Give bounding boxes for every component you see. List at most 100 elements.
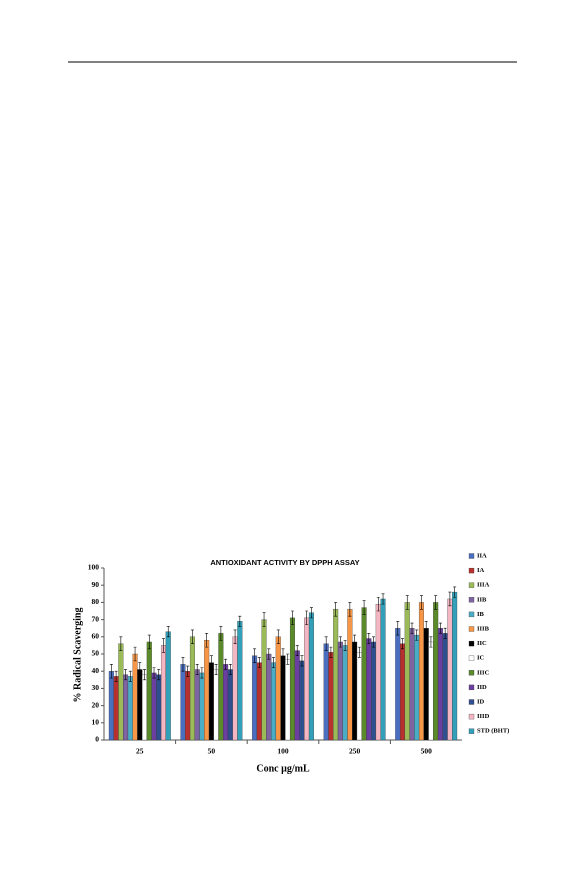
y-tick-label: 0 (95, 735, 99, 744)
error-bar (238, 615, 242, 627)
error-bar (329, 646, 333, 658)
y-tick-label: 10 (92, 718, 100, 727)
error-bar (143, 669, 147, 681)
error-bar (334, 602, 338, 617)
error-bar (267, 648, 271, 660)
bar (423, 628, 429, 741)
error-bar (338, 636, 342, 648)
error-bar (224, 658, 228, 670)
error-bar (410, 622, 414, 634)
bar (146, 641, 152, 741)
legend-swatch (468, 713, 475, 720)
bar (252, 655, 258, 741)
error-bar (124, 669, 128, 681)
error-bar (233, 629, 237, 644)
bar (361, 607, 367, 741)
bar (433, 602, 439, 741)
bar (123, 674, 129, 741)
bar (185, 671, 191, 741)
bar (418, 602, 424, 741)
legend-swatch (468, 611, 475, 618)
bar (347, 609, 353, 741)
bar (256, 662, 262, 741)
bar (137, 669, 143, 741)
bar (437, 628, 443, 741)
x-tick-label: 25 (136, 747, 144, 756)
legend-label: ID (477, 698, 485, 705)
error-bar (290, 610, 294, 626)
legend-label: IIC (477, 640, 487, 647)
bar (299, 660, 305, 741)
bar (366, 638, 372, 741)
legend-swatch (468, 626, 475, 632)
error-bar (376, 596, 380, 612)
error-bar (147, 634, 151, 650)
bar (356, 652, 362, 741)
legend-swatch (468, 640, 475, 647)
error-bar (438, 622, 442, 634)
error-bar (253, 648, 257, 663)
bar (151, 672, 157, 741)
legend-label: IC (477, 655, 485, 662)
legend-label: IA (477, 567, 485, 574)
error-bar (324, 636, 328, 651)
error-bar (424, 621, 428, 636)
chart-title: ANTIOXIDANT ACTIVITY BY DPPH ASSAY (210, 558, 359, 567)
legend-swatch (468, 684, 475, 691)
error-bar (128, 670, 132, 682)
error-bar (186, 665, 190, 677)
error-bar (405, 595, 409, 610)
legend-label: IIIC (477, 669, 490, 676)
error-bar (443, 627, 447, 639)
x-tick-label: 50 (208, 747, 216, 756)
legend-swatch (468, 670, 475, 676)
error-bar (133, 646, 137, 662)
error-bar (214, 664, 218, 675)
y-tick-label: 40 (92, 666, 100, 675)
error-bar (448, 591, 452, 607)
bar (266, 653, 272, 741)
bar (127, 676, 133, 741)
legend-label: IIIA (477, 582, 490, 589)
bar (289, 617, 295, 741)
bar (160, 645, 167, 741)
bar (323, 643, 329, 741)
legend-label: IIA (477, 552, 487, 559)
error-bar (295, 645, 299, 657)
bar (380, 598, 386, 741)
legend-swatch (468, 597, 475, 603)
bar (118, 643, 124, 741)
error-bar (362, 600, 366, 615)
error-bar (219, 626, 223, 641)
bar (132, 653, 138, 741)
error-bar (161, 638, 165, 653)
error-bar (257, 657, 261, 669)
bar (399, 643, 406, 741)
y-tick-label: 90 (92, 580, 100, 589)
error-bar (228, 664, 232, 675)
error-bar (367, 633, 371, 644)
error-bar (453, 586, 457, 598)
error-bar (262, 612, 266, 627)
bar (285, 659, 291, 741)
bar (342, 645, 348, 741)
error-bar (157, 669, 161, 681)
bar (208, 662, 214, 741)
bar (218, 633, 224, 741)
bar (108, 671, 114, 741)
bar (375, 603, 381, 741)
legend-label: IB (477, 611, 485, 618)
bar (204, 640, 210, 741)
bar (189, 636, 195, 741)
bar (223, 664, 229, 741)
bar (113, 676, 119, 741)
error-bar (109, 664, 113, 679)
error-bar (348, 602, 352, 617)
bar (337, 641, 343, 741)
bar (442, 633, 448, 741)
bar (232, 636, 238, 741)
bar (428, 641, 434, 741)
y-axis-label: % Radical Scaverging (72, 608, 83, 703)
error-bar (190, 629, 194, 644)
